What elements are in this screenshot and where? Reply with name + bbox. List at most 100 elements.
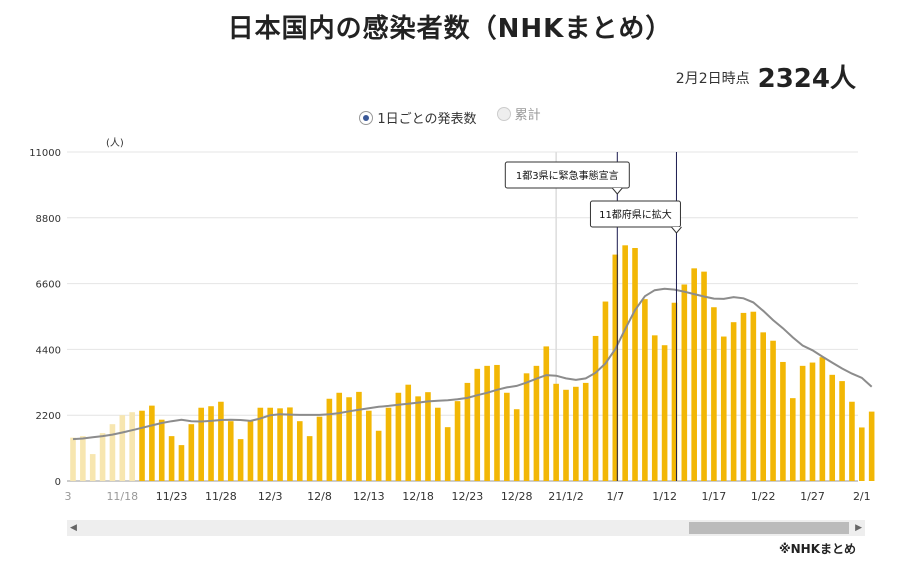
radio-unselected-icon — [496, 106, 511, 121]
bar — [109, 424, 116, 481]
cases-chart: 0 2200 4400 6600 8800 11000 (人) 3 11/18 11/23 11/… — [29, 137, 875, 503]
bar — [789, 398, 796, 481]
bar — [168, 436, 175, 481]
bar — [306, 436, 313, 481]
as-of-summary: 2月2日時点 2324人 — [676, 58, 856, 95]
daily-radio-option[interactable]: 1日ごとの発表数 — [359, 108, 477, 127]
grid-lines — [67, 151, 858, 482]
bar — [849, 401, 855, 481]
bar — [533, 365, 540, 481]
bar — [80, 436, 86, 481]
series-toggle: 1日ごとの発表数 累計 — [0, 104, 900, 127]
x-tick-label: 12/13 — [353, 490, 385, 503]
bar — [346, 397, 352, 481]
bar — [464, 382, 471, 481]
bar — [829, 374, 836, 481]
bar — [494, 364, 500, 481]
bar — [691, 268, 697, 481]
event-callout-pointer — [611, 187, 623, 195]
bar — [208, 406, 214, 481]
bar — [592, 335, 599, 481]
x-tick-label: 21/1/2 — [548, 490, 583, 503]
bar — [484, 365, 490, 481]
scroll-right-icon[interactable]: ▶ — [855, 523, 862, 533]
bar — [405, 384, 412, 481]
y-tick-label: 2200 — [36, 411, 61, 422]
bar — [760, 332, 766, 481]
as-of-label: 2月2日時点 — [675, 71, 750, 87]
bar — [780, 361, 786, 481]
y-tick-label: 0 — [55, 477, 61, 488]
bar — [356, 391, 362, 481]
event-callout-box — [589, 200, 681, 228]
bar — [247, 420, 254, 481]
bar — [326, 398, 333, 481]
bar — [750, 311, 757, 481]
bar — [129, 412, 135, 481]
bar — [474, 368, 481, 481]
bar — [859, 427, 865, 481]
x-axis: 3 11/18 11/23 11/28 12/3 12/8 12/13 12/18 12/23 1… — [65, 490, 871, 503]
event-callout-pointer — [671, 226, 682, 234]
bar — [237, 439, 244, 481]
y-axis-unit-label: (人) — [106, 137, 124, 149]
radio-selected-icon — [359, 110, 374, 125]
x-tick-label: 1/22 — [751, 490, 776, 503]
bar — [701, 271, 707, 481]
bar — [740, 312, 747, 481]
bars — [70, 245, 875, 481]
bar — [730, 322, 737, 481]
event-annotations: 1都3県に緊急事態宣言 11都府県に拡大 — [504, 152, 682, 481]
bar — [523, 373, 530, 481]
bar — [149, 405, 155, 481]
bar — [425, 392, 431, 481]
bar — [375, 430, 382, 481]
bar — [543, 346, 550, 481]
y-axis: 0 2200 4400 6600 8800 11000 (人) — [29, 137, 124, 488]
cumulative-radio-option[interactable]: 累計 — [496, 104, 541, 123]
bar — [809, 362, 816, 481]
bar — [336, 392, 343, 481]
event-callout-box — [504, 161, 630, 189]
bar — [671, 302, 678, 481]
bar — [198, 407, 204, 481]
bar — [711, 307, 717, 481]
y-tick-label: 4400 — [36, 345, 61, 356]
bar — [553, 383, 559, 481]
x-tick-label: 12/28 — [501, 490, 533, 503]
bar — [435, 407, 441, 481]
scrollbar-thumb[interactable] — [689, 522, 849, 534]
bar — [139, 410, 145, 481]
bar — [188, 424, 195, 481]
bar — [661, 345, 668, 481]
chart-title: 日本国内の感染者数（NHKまとめ） — [227, 14, 673, 44]
bar — [444, 427, 451, 481]
x-tick-label: 12/3 — [258, 490, 283, 503]
y-tick-label: 8800 — [36, 214, 61, 225]
y-tick-label: 6600 — [36, 280, 61, 291]
bar — [99, 433, 106, 481]
bar — [819, 357, 826, 481]
bar — [720, 336, 727, 481]
bar — [681, 284, 688, 481]
bar — [868, 411, 875, 481]
chart-scrollbar[interactable]: ◀ ▶ — [67, 520, 865, 536]
bar — [415, 396, 421, 481]
bar — [70, 437, 76, 481]
bar — [770, 340, 776, 481]
bar — [158, 419, 165, 481]
bar — [218, 401, 224, 481]
bar — [513, 409, 520, 481]
event-label: 11都府県に拡大 — [599, 208, 672, 221]
x-tick-label: 1/7 — [606, 490, 624, 503]
source-credit: ※NHKまとめ — [778, 542, 856, 556]
bar — [612, 254, 619, 481]
bar — [454, 401, 461, 481]
x-tick-label: 12/18 — [402, 490, 434, 503]
daily-label: 1日ごとの発表数 — [377, 112, 477, 127]
scroll-left-icon[interactable]: ◀ — [70, 523, 77, 533]
bar — [89, 454, 96, 481]
bar — [296, 421, 303, 481]
x-tick-label: 11/18 — [106, 490, 138, 503]
bar — [504, 392, 510, 481]
